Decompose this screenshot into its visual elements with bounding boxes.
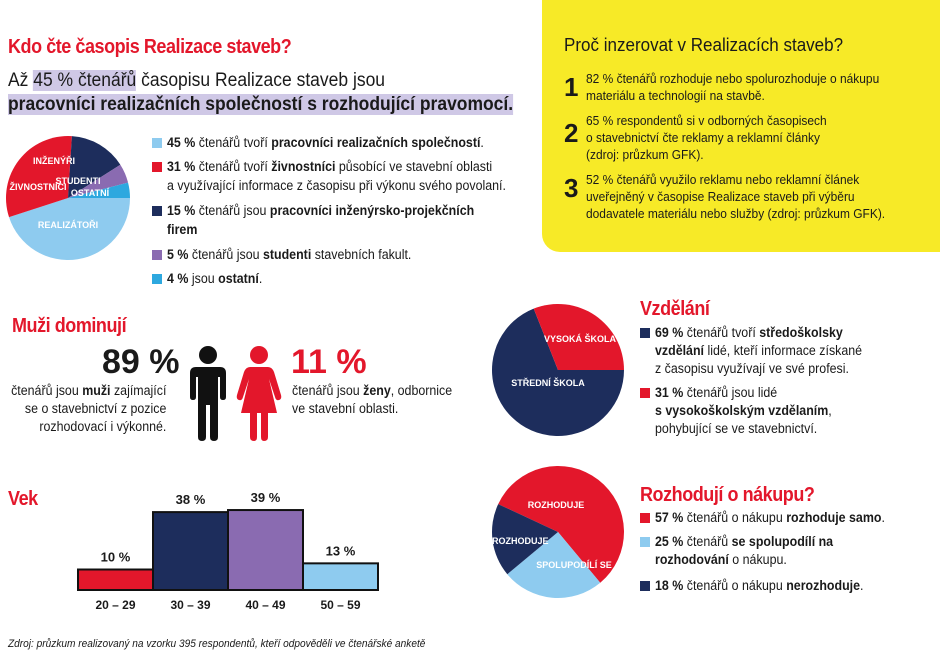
legend-swatch xyxy=(152,162,162,172)
pie-label-vysoka-skola: VYSOKÁ ŠKOLA xyxy=(544,333,617,344)
why-title: Proč inzerovat v Realizacích staveb? xyxy=(564,34,844,55)
age-bar-chart: 10 % 20 – 29 38 % 30 – 39 39 % 40 – 49 13 % 50 … xyxy=(77,490,379,612)
pie-slice-realizatori xyxy=(9,198,130,260)
pie-label-realizatori: REALIZÁTOŘI xyxy=(38,219,98,230)
men-description: čtenářů jsou muži zajímající se o staveb… xyxy=(11,383,167,434)
legend-swatch xyxy=(152,138,162,148)
age-bar-50-59 xyxy=(302,562,379,591)
age-bar-category: 50 – 59 xyxy=(320,598,360,612)
legend-swatch xyxy=(640,328,650,338)
readers-intro-line1: Až 45 % čtenářů časopisu Realizace stave… xyxy=(8,70,386,91)
age-bar-value: 13 % xyxy=(326,543,356,558)
gender-title: Muži dominují xyxy=(12,315,127,337)
woman-icon xyxy=(236,346,282,441)
pie-label-zivnostnici: ŽIVNOSTNÍCI xyxy=(9,181,66,192)
legend-swatch xyxy=(152,250,162,260)
age-bar-40-49 xyxy=(227,509,304,591)
age-title: Vek xyxy=(8,488,38,510)
readers-legend: 45 % čtenářů tvoří pracovníci realizační… xyxy=(152,134,542,294)
age-bar-value: 10 % xyxy=(101,550,131,565)
legend-swatch xyxy=(640,388,650,398)
man-icon xyxy=(190,346,226,441)
purchase-pie-chart: ROZHODUJE SPOLUPODÍLÍ SE NEROZHODUJE xyxy=(490,466,624,598)
pie-label-inzenyri: INŽENÝŘI xyxy=(33,155,75,166)
age-bar-value: 38 % xyxy=(176,492,206,507)
pie-label-spolupodili-se: SPOLUPODÍLÍ SE xyxy=(536,560,612,570)
age-bar-20-29 xyxy=(77,568,154,591)
purchase-title: Rozhodují o nákupu? xyxy=(640,484,815,506)
why-advertise-box: Proč inzerovat v Realizacích staveb? 1 8… xyxy=(542,0,940,252)
readers-pie-chart: REALIZÁTOŘI ŽIVNOSTNÍCI INŽENÝŘI STUDENTI OS… xyxy=(5,136,130,260)
pie-slice-stredni-skola xyxy=(492,308,624,436)
pie-slice-vysoka-skola xyxy=(533,304,624,370)
purchase-legend: 57 % čtenářů o nákupu rozhoduje samo. 25… xyxy=(640,509,930,599)
pie-label-ostatni: OSTATNÍ xyxy=(71,188,110,198)
education-legend: 69 % čtenářů tvoří středoškolsky vzdělán… xyxy=(640,324,930,444)
pie-label-rozhoduje: ROZHODUJE xyxy=(528,500,585,510)
readers-intro-line2: pracovníci realizačních společností s ro… xyxy=(8,94,514,115)
pie-label-nerozhoduje: NEROZHODUJE xyxy=(490,536,549,546)
women-percentage: 11 % xyxy=(291,343,367,381)
pie-slice-zivnostnici xyxy=(5,136,72,218)
age-bar-category: 20 – 29 xyxy=(95,598,135,612)
legend-swatch xyxy=(152,274,162,284)
women-description: čtenářů jsou ženy, odbornice ve stavební… xyxy=(292,383,453,416)
source-note: Zdroj: průzkum realizovaný na vzorku 395… xyxy=(8,638,426,650)
legend-swatch xyxy=(640,581,650,591)
education-pie-chart: STŘEDNÍ ŠKOLA VYSOKÁ ŠKOLA xyxy=(492,304,624,436)
why-number: 1 xyxy=(564,72,579,102)
legend-swatch xyxy=(152,206,162,216)
pie-label-studenti: STUDENTI xyxy=(56,176,101,186)
readers-title: Kdo čte časopis Realizace staveb? xyxy=(8,36,292,58)
age-bar-category: 40 – 49 xyxy=(245,598,285,612)
pie-label-stredni-skola: STŘEDNÍ ŠKOLA xyxy=(511,377,585,388)
pie-slice-ostatni xyxy=(68,182,130,198)
age-bar-value: 39 % xyxy=(251,490,281,505)
why-number: 2 xyxy=(564,118,579,148)
age-bar-30-39 xyxy=(152,511,229,592)
legend-swatch xyxy=(640,513,650,523)
readers-intro-highlight: 45 % čtenářů xyxy=(33,70,137,91)
age-bar-category: 30 – 39 xyxy=(170,598,210,612)
pie-slice-inzenyri xyxy=(68,136,121,198)
pie-slice-spolupodili-se xyxy=(507,532,601,598)
pie-slice-rozhoduje xyxy=(498,466,624,583)
pie-slice-nerozhoduje xyxy=(492,504,558,575)
education-title: Vzdělání xyxy=(640,298,710,320)
legend-swatch xyxy=(640,537,650,547)
why-number: 3 xyxy=(564,173,579,203)
pie-slice-studenti xyxy=(68,164,129,198)
men-percentage: 89 % xyxy=(102,343,180,381)
